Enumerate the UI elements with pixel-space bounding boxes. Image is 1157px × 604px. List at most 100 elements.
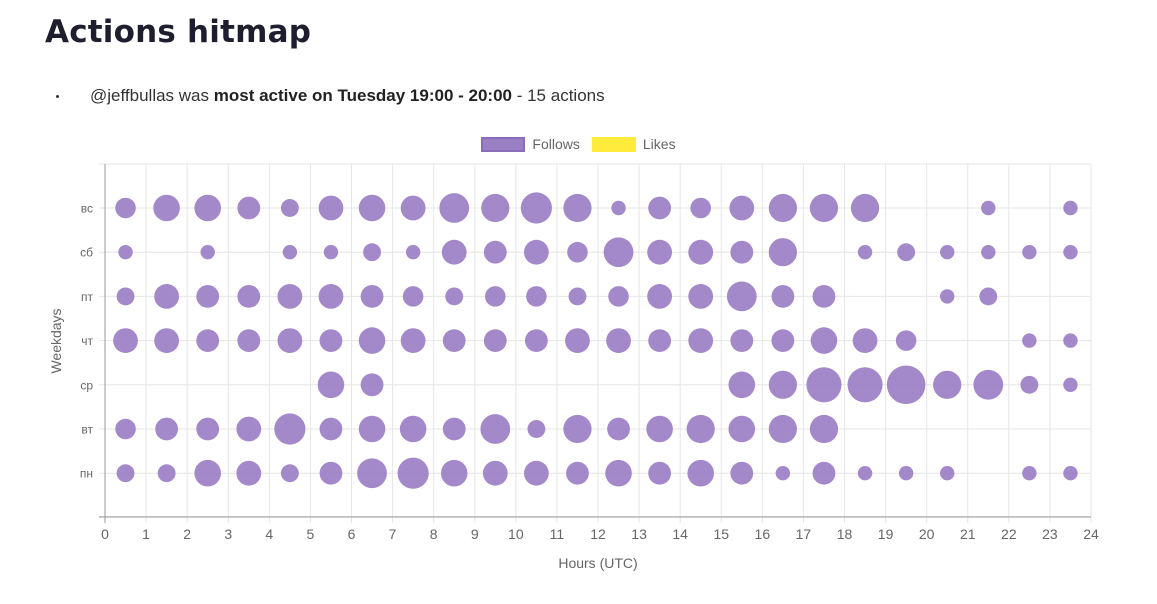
bubble-point[interactable] bbox=[363, 243, 381, 262]
bubble-point[interactable] bbox=[440, 459, 468, 487]
bubble-point[interactable] bbox=[317, 371, 345, 399]
bubble-point[interactable] bbox=[441, 239, 467, 265]
bubble-point[interactable] bbox=[196, 285, 220, 308]
bubble-point[interactable] bbox=[153, 194, 180, 222]
bubble-point[interactable] bbox=[810, 327, 838, 354]
bubble-point[interactable] bbox=[568, 287, 587, 306]
bubble-point[interactable] bbox=[524, 329, 548, 352]
bubble-point[interactable] bbox=[116, 287, 135, 306]
bubble-point[interactable] bbox=[728, 415, 756, 443]
bubble-point[interactable] bbox=[154, 284, 180, 309]
bubble-point[interactable] bbox=[565, 328, 590, 353]
bubble-point[interactable] bbox=[812, 285, 836, 308]
bubble-point[interactable] bbox=[237, 196, 261, 220]
bubble-point[interactable] bbox=[318, 195, 344, 221]
bubble-point[interactable] bbox=[1063, 466, 1078, 481]
bubble-point[interactable] bbox=[445, 287, 464, 306]
bubble-point[interactable] bbox=[729, 195, 755, 221]
bubble-point[interactable] bbox=[768, 238, 797, 267]
bubble-point[interactable] bbox=[768, 370, 797, 399]
bubble-point[interactable] bbox=[806, 367, 842, 403]
bubble-point[interactable] bbox=[567, 241, 588, 263]
bubble-point[interactable] bbox=[1022, 466, 1037, 481]
bubble-point[interactable] bbox=[646, 415, 673, 443]
bubble-point[interactable] bbox=[405, 245, 421, 260]
bubble-point[interactable] bbox=[280, 464, 299, 483]
bubble-point[interactable] bbox=[282, 245, 298, 260]
bubble-point[interactable] bbox=[358, 194, 386, 222]
bubble-point[interactable] bbox=[319, 329, 343, 352]
bubble-point[interactable] bbox=[940, 245, 955, 260]
bubble-point[interactable] bbox=[196, 417, 220, 441]
bubble-point[interactable] bbox=[647, 239, 673, 265]
bubble-point[interactable] bbox=[566, 461, 589, 485]
bubble-point[interactable] bbox=[402, 286, 424, 307]
bubble-point[interactable] bbox=[809, 193, 839, 223]
bubble-point[interactable] bbox=[686, 414, 715, 444]
bubble-point[interactable] bbox=[847, 367, 883, 403]
bubble-point[interactable] bbox=[280, 199, 299, 217]
bubble-point[interactable] bbox=[1063, 200, 1078, 216]
bubble-point[interactable] bbox=[439, 193, 470, 223]
bubble-point[interactable] bbox=[358, 327, 386, 354]
bubble-point[interactable] bbox=[400, 195, 426, 221]
bubble-point[interactable] bbox=[850, 193, 880, 223]
bubble-point[interactable] bbox=[647, 284, 673, 309]
bubble-point[interactable] bbox=[196, 329, 220, 352]
bubble-point[interactable] bbox=[730, 461, 754, 485]
bubble-point[interactable] bbox=[527, 420, 546, 438]
bubble-point[interactable] bbox=[523, 239, 549, 265]
bubble-point[interactable] bbox=[973, 369, 1004, 400]
bubble-point[interactable] bbox=[726, 281, 757, 312]
bubble-point[interactable] bbox=[399, 415, 427, 443]
bubble-point[interactable] bbox=[1022, 333, 1037, 348]
bubble-point[interactable] bbox=[397, 457, 429, 489]
bubble-point[interactable] bbox=[200, 245, 215, 260]
bubble-point[interactable] bbox=[323, 245, 339, 260]
bubble-point[interactable] bbox=[113, 328, 138, 353]
bubble-point[interactable] bbox=[1022, 245, 1037, 260]
bubble-point[interactable] bbox=[648, 196, 672, 220]
bubble-point[interactable] bbox=[319, 461, 343, 485]
bubble-point[interactable] bbox=[1063, 377, 1078, 392]
bubble-point[interactable] bbox=[606, 328, 631, 353]
bubble-point[interactable] bbox=[852, 328, 878, 353]
bubble-point[interactable] bbox=[482, 460, 508, 486]
bubble-point[interactable] bbox=[526, 286, 547, 307]
bubble-point[interactable] bbox=[115, 418, 136, 440]
bubble-point[interactable] bbox=[319, 417, 343, 441]
bubble-point[interactable] bbox=[563, 193, 592, 223]
bubble-point[interactable] bbox=[812, 461, 836, 485]
bubble-point[interactable] bbox=[360, 373, 384, 397]
bubble-point[interactable] bbox=[155, 417, 179, 441]
bubble-point[interactable] bbox=[157, 464, 176, 483]
bubble-point[interactable] bbox=[154, 328, 180, 353]
bubble-point[interactable] bbox=[194, 459, 221, 487]
bubble-point[interactable] bbox=[236, 460, 262, 486]
bubble-point[interactable] bbox=[728, 371, 756, 399]
bubble-point[interactable] bbox=[688, 328, 714, 353]
bubble-point[interactable] bbox=[1063, 245, 1078, 260]
bubble-point[interactable] bbox=[480, 414, 511, 444]
bubble-point[interactable] bbox=[771, 285, 795, 308]
bubble-point[interactable] bbox=[358, 415, 386, 443]
bubble-point[interactable] bbox=[730, 240, 754, 264]
bubble-point[interactable] bbox=[648, 329, 672, 352]
bubble-point[interactable] bbox=[605, 459, 632, 487]
bubble-point[interactable] bbox=[318, 284, 344, 309]
bubble-point[interactable] bbox=[400, 328, 426, 353]
bubble-point[interactable] bbox=[688, 239, 714, 265]
bubble-point[interactable] bbox=[979, 287, 998, 306]
bubble-point[interactable] bbox=[485, 286, 506, 307]
bubble-point[interactable] bbox=[768, 414, 797, 444]
bubble-point[interactable] bbox=[648, 461, 672, 485]
bubble-point[interactable] bbox=[933, 370, 962, 399]
bubble-point[interactable] bbox=[775, 466, 791, 481]
bubble-point[interactable] bbox=[857, 245, 873, 260]
bubble-point[interactable] bbox=[607, 417, 630, 441]
bubble-point[interactable] bbox=[118, 245, 133, 260]
bubble-point[interactable] bbox=[116, 464, 135, 483]
bubble-point[interactable] bbox=[608, 286, 629, 307]
bubble-point[interactable] bbox=[277, 284, 303, 309]
bubble-point[interactable] bbox=[690, 197, 711, 219]
